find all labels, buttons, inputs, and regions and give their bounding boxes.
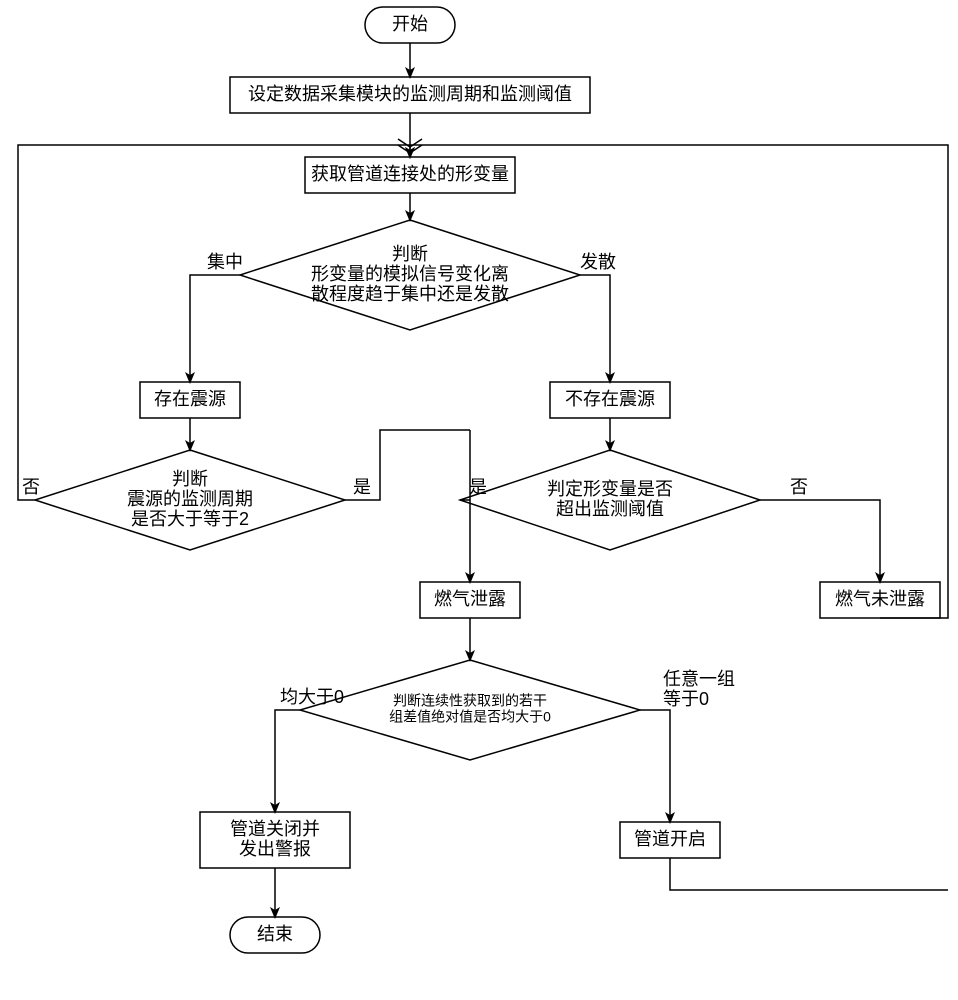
edge-3	[190, 275, 240, 382]
flowchart-canvas: 开始设定数据采集模块的监测周期和监测阈值获取管道连接处的形变量判断形变量的模拟信…	[0, 0, 958, 1000]
svg-text:判断: 判断	[172, 469, 208, 489]
svg-text:是否大于等于2: 是否大于等于2	[131, 509, 249, 529]
svg-text:结束: 结束	[257, 924, 293, 944]
svg-text:震源的监测周期: 震源的监测周期	[127, 489, 253, 509]
extra-label-1: 等于0	[663, 689, 709, 709]
svg-text:形变量的模拟信号变化离: 形变量的模拟信号变化离	[311, 264, 509, 284]
svg-text:燃气泄露: 燃气泄露	[434, 589, 506, 609]
edge-15	[640, 710, 670, 822]
svg-text:超出监测阈值: 超出监测阈值	[556, 499, 664, 519]
edge-7	[18, 145, 355, 500]
svg-text:散程度趋于集中还是发散: 散程度趋于集中还是发散	[311, 284, 509, 304]
edge-11	[760, 500, 880, 582]
extra-label-0: 任意一组	[663, 669, 735, 689]
svg-text:发出警报: 发出警报	[239, 839, 311, 859]
svg-text:获取管道连接处的形变量: 获取管道连接处的形变量	[311, 164, 509, 184]
svg-text:管道关闭并: 管道关闭并	[230, 819, 320, 839]
edge-label-7: 否	[22, 477, 40, 497]
edge-16	[670, 858, 948, 890]
edge-label-3: 集中	[207, 252, 243, 272]
edge-12	[465, 145, 948, 618]
svg-text:判断连续性获取到的若干: 判断连续性获取到的若干	[393, 693, 547, 709]
svg-text:判断: 判断	[392, 244, 428, 264]
svg-text:开始: 开始	[392, 14, 428, 34]
svg-text:存在震源: 存在震源	[154, 389, 226, 409]
svg-text:不存在震源: 不存在震源	[565, 389, 655, 409]
edge-label-14: 均大于0	[280, 687, 344, 707]
svg-text:判定形变量是否: 判定形变量是否	[547, 479, 673, 499]
svg-text:燃气未泄露: 燃气未泄露	[835, 589, 925, 609]
edge-label-10: 是	[469, 477, 487, 497]
edge-14	[275, 710, 300, 812]
edge-label-4: 发散	[580, 252, 616, 272]
edge-label-11: 否	[790, 477, 808, 497]
svg-text:组差值绝对值是否均大于0: 组差值绝对值是否均大于0	[389, 709, 551, 725]
edge-label-8: 是	[353, 477, 371, 497]
svg-text:管道开启: 管道开启	[634, 829, 706, 849]
edge-4	[580, 275, 610, 382]
svg-text:设定数据采集模块的监测周期和监测阈值: 设定数据采集模块的监测周期和监测阈值	[248, 84, 572, 104]
